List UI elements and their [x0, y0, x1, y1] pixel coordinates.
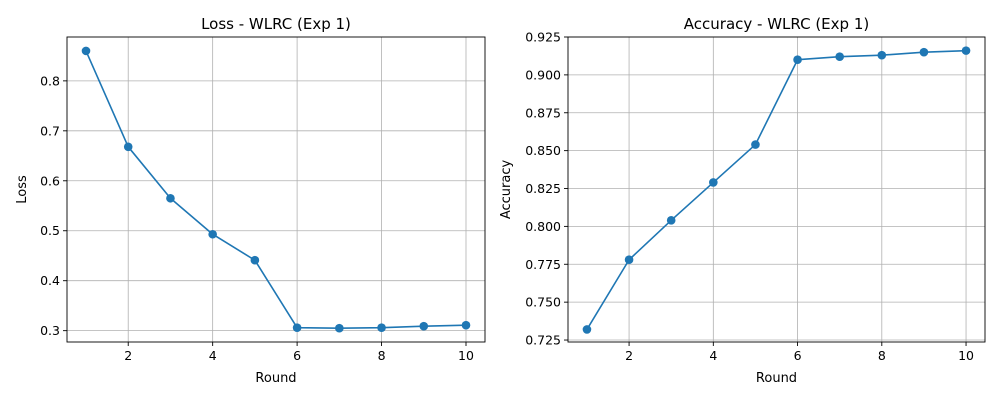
loss-data-point [166, 193, 175, 203]
accuracy-x-axis-label: Round [756, 371, 797, 386]
accuracy-x-tick-label: 8 [878, 348, 886, 363]
accuracy-series-line [586, 49, 967, 330]
loss-data-point [208, 229, 217, 239]
loss-y-tick-label: 0.7 [40, 123, 60, 138]
loss-y-tick-label: 0.6 [40, 173, 60, 188]
accuracy-data-point [877, 50, 887, 60]
loss-x-tick-label: 8 [378, 348, 386, 363]
loss-x-tick-label: 6 [293, 348, 301, 363]
loss-y-tick-label: 0.5 [40, 223, 60, 238]
loss-data-point [292, 323, 302, 332]
accuracy-plot-frame [567, 36, 986, 343]
loss-chart-title: Loss - WLRC (Exp 1) [201, 15, 351, 33]
accuracy-x-tick-label: 2 [625, 348, 633, 363]
accuracy-data-point [793, 55, 802, 65]
accuracy-y-axis-label: Accuracy [499, 160, 514, 220]
loss-y-tick-label: 0.4 [40, 273, 60, 288]
accuracy-x-tick-label: 6 [794, 348, 802, 363]
loss-data-point [250, 255, 260, 265]
loss-data-point [123, 142, 133, 152]
loss-data-point [335, 323, 344, 333]
loss-y-tick-label: 0.3 [40, 323, 60, 338]
loss-x-axis-label: Round [255, 371, 296, 386]
accuracy-y-tick-label: 0.925 [525, 30, 561, 45]
accuracy-y-tick-label: 0.750 [525, 295, 561, 310]
accuracy-data-point [709, 178, 718, 187]
loss-x-tick-label: 4 [209, 348, 217, 363]
accuracy-y-tick-label: 0.900 [525, 67, 561, 82]
accuracy-data-point [582, 325, 592, 334]
loss-x-tick-label: 10 [458, 348, 474, 363]
accuracy-data-point [919, 47, 929, 57]
loss-x-tick-label: 2 [124, 348, 132, 363]
accuracy-y-tick-label: 0.725 [525, 333, 561, 348]
accuracy-x-tick-label: 4 [709, 348, 717, 363]
loss-y-tick-label: 0.8 [40, 73, 60, 88]
accuracy-data-point [835, 52, 844, 61]
accuracy-y-tick-label: 0.875 [525, 105, 561, 120]
loss-data-point [81, 46, 91, 56]
loss-series-line [85, 50, 467, 329]
accuracy-chart: 2 4 6 8 10 0.725 0.750 0.775 0.800 0.825 0.850 0.87… [499, 15, 986, 386]
accuracy-y-tick-label: 0.800 [525, 219, 561, 234]
accuracy-y-tick-label: 0.825 [525, 181, 561, 196]
accuracy-x-tick-label: 10 [958, 348, 974, 363]
loss-data-point [377, 323, 386, 332]
loss-plot-frame [66, 36, 486, 343]
loss-chart: 2 4 6 8 10 0.3 0.4 0.5 0.6 0.7 0.8 Loss - WLRC (Ex… [15, 15, 486, 386]
accuracy-data-point [751, 140, 760, 149]
accuracy-data-point [961, 46, 971, 55]
accuracy-data-point [666, 216, 676, 225]
accuracy-data-point [624, 255, 634, 265]
accuracy-chart-title: Accuracy - WLRC (Exp 1) [684, 15, 869, 33]
loss-data-point [461, 320, 471, 330]
accuracy-y-tick-label: 0.775 [525, 257, 561, 272]
loss-data-point [419, 321, 429, 331]
accuracy-y-tick-label: 0.850 [525, 143, 561, 158]
loss-y-axis-label: Loss [15, 175, 30, 204]
